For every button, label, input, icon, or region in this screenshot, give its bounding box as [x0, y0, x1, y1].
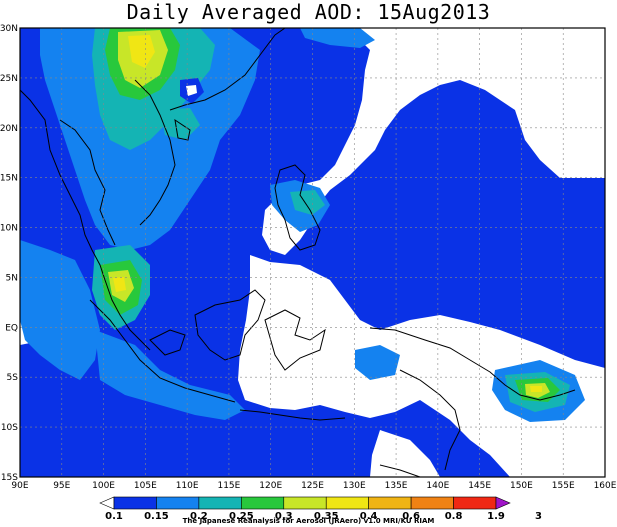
- colorbar-swatch: [198, 496, 242, 510]
- coastlines: [20, 28, 576, 477]
- latitude-label: 15N: [0, 174, 18, 184]
- longitude-label: 150E: [510, 481, 533, 491]
- colorbar-label: 0.6: [402, 511, 420, 522]
- low-aod-region-south: [370, 430, 440, 477]
- colorbar-swatch: [453, 496, 497, 510]
- credit-line: The Japanese Reanalysis for Aerosol (JRA…: [182, 517, 435, 525]
- colorbar-label: 0.25: [229, 511, 254, 522]
- low-aod-region-pacific: [262, 28, 605, 255]
- longitude-label: 105E: [134, 481, 157, 491]
- aod-field: [20, 28, 605, 477]
- longitude-label: 125E: [301, 481, 324, 491]
- longitude-label: 95E: [53, 481, 70, 491]
- colorbar-swatch: [283, 496, 327, 510]
- colorbar: 0.1 0.15 0.2 0.25 0.3 0.35 0.4 0.6 0.8 1.9 3: [99, 496, 542, 522]
- latitude-labels: 30N 25N 20N 15N 10N 5N EQ 5S 10S 15S: [0, 24, 18, 483]
- colorbar-swatch: [99, 496, 115, 510]
- latitude-label: 15S: [1, 473, 18, 483]
- colorbar-swatch: [368, 496, 412, 510]
- colorbar-swatch: [410, 496, 454, 510]
- longitude-label: 115E: [217, 481, 240, 491]
- longitude-label: 130E: [343, 481, 366, 491]
- longitude-label: 145E: [468, 481, 491, 491]
- longitude-label: 155E: [552, 481, 575, 491]
- colorbar-swatch: [495, 496, 511, 510]
- longitude-label: 100E: [92, 481, 115, 491]
- low-aod-region-maritime: [238, 255, 605, 477]
- colorbar-label: 1.9: [487, 511, 505, 522]
- colorbar-swatch: [241, 496, 285, 510]
- colorbar-label: 3: [535, 511, 542, 522]
- latitude-label: 10S: [1, 423, 18, 433]
- colorbar-label: 0.3: [275, 511, 293, 522]
- longitude-label: 135E: [385, 481, 408, 491]
- colorbar-swatch: [113, 496, 157, 510]
- latitude-label: EQ: [5, 323, 18, 333]
- colorbar-label: 0.8: [445, 511, 463, 522]
- colorbar-swatch: [156, 496, 200, 510]
- longitude-label: 110E: [176, 481, 199, 491]
- colorbar-label: 0.1: [105, 511, 123, 522]
- longitude-label: 140E: [426, 481, 449, 491]
- colorbar-label: 0.2: [190, 511, 208, 522]
- latitude-label: 30N: [0, 24, 18, 34]
- longitude-label: 90E: [11, 481, 28, 491]
- longitude-label: 120E: [259, 481, 282, 491]
- colorbar-label: 0.4: [360, 511, 378, 522]
- latitude-label: 5S: [7, 373, 19, 383]
- colorbar-label: 0.15: [144, 511, 169, 522]
- latitude-label: 10N: [0, 224, 18, 234]
- map-title: Daily Averaged AOD: 15Aug2013: [126, 0, 491, 24]
- latitude-label: 25N: [0, 74, 18, 84]
- colorbar-label: 0.35: [314, 511, 339, 522]
- latitude-label: 5N: [6, 273, 18, 283]
- longitude-labels: 90E 95E 100E 105E 110E 115E 120E 125E 130E 135E 14…: [11, 481, 616, 491]
- colorbar-swatch: [325, 496, 369, 510]
- latitude-label: 20N: [0, 124, 18, 134]
- longitude-label: 160E: [594, 481, 617, 491]
- map-frame: [19, 27, 606, 478]
